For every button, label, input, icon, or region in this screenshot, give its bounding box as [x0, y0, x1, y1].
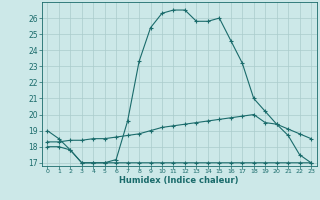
X-axis label: Humidex (Indice chaleur): Humidex (Indice chaleur)	[119, 176, 239, 185]
